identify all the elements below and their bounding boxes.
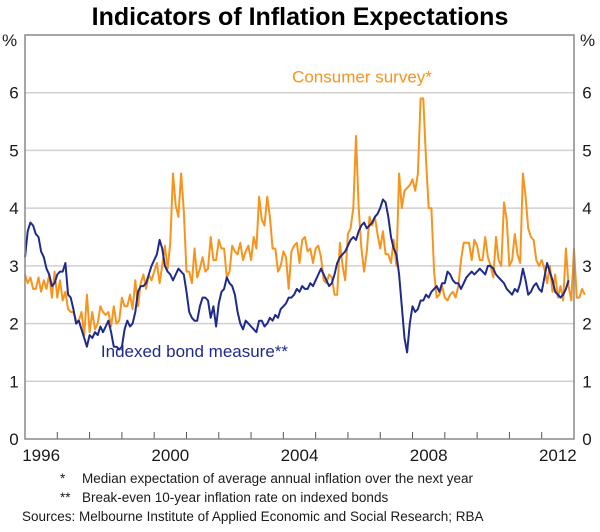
x-tick-label-2012: 2012	[539, 446, 577, 465]
annotation-bond: Indexed bond measure**	[101, 342, 289, 361]
footnote-2-mark: **	[60, 490, 71, 505]
y-tick-label-left-2: 2	[9, 315, 18, 334]
x-ticks: 1996 2000 2004 2008 2012	[22, 432, 577, 465]
footnote-2: ** Break-even 10-year inflation rate on i…	[60, 490, 388, 505]
sources: Sources: Melbourne Institute of Applied …	[22, 509, 484, 524]
y-tick-label-right-3: 3	[582, 257, 591, 276]
y-tick-label-right-2: 2	[582, 315, 591, 334]
footnote-1: * Median expectation of average annual in…	[60, 471, 473, 486]
y-tick-labels: 0 0 1 1 2 2 3 3 4 4 5 5 6 6	[9, 84, 591, 449]
series-lines	[24, 97, 586, 354]
y-tick-label-left-4: 4	[9, 199, 18, 218]
plot-frame	[24, 34, 575, 440]
series-annotations: Consumer survey* Indexed bond measure**	[101, 67, 432, 361]
gridlines	[25, 91, 574, 383]
y-tick-label-right-1: 1	[582, 372, 591, 391]
footnote-1-text: Median expectation of average annual inf…	[82, 471, 474, 486]
y-tick-label-left-6: 6	[9, 84, 18, 103]
y-tick-label-left-1: 1	[9, 372, 18, 391]
annotation-consumer: Consumer survey*	[292, 67, 432, 86]
footnote-1-mark: *	[60, 471, 66, 486]
y-tick-label-left-0: 0	[9, 430, 18, 449]
y-tick-label-right-0: 0	[582, 430, 591, 449]
x-tick-label-2008: 2008	[410, 446, 448, 465]
y-tick-label-right-6: 6	[582, 84, 591, 103]
footnote-2-text: Break-even 10-year inflation rate on ind…	[82, 490, 389, 505]
x-tick-label-1996: 1996	[22, 446, 60, 465]
x-tick-label-2000: 2000	[151, 446, 189, 465]
x-tick-label-2004: 2004	[281, 446, 319, 465]
series-line-bond	[24, 198, 570, 354]
chart: Indicators of Inflation Expectations % %…	[2, 3, 595, 465]
series-line-consumer	[24, 97, 586, 337]
chart-title: Indicators of Inflation Expectations	[92, 3, 509, 31]
y-axis-unit-left: %	[2, 31, 17, 50]
y-tick-label-left-5: 5	[9, 141, 18, 160]
y-axis-unit-right: %	[580, 31, 595, 50]
y-tick-label-left-3: 3	[9, 257, 18, 276]
y-tick-label-right-5: 5	[582, 141, 591, 160]
y-tick-label-right-4: 4	[582, 199, 591, 218]
